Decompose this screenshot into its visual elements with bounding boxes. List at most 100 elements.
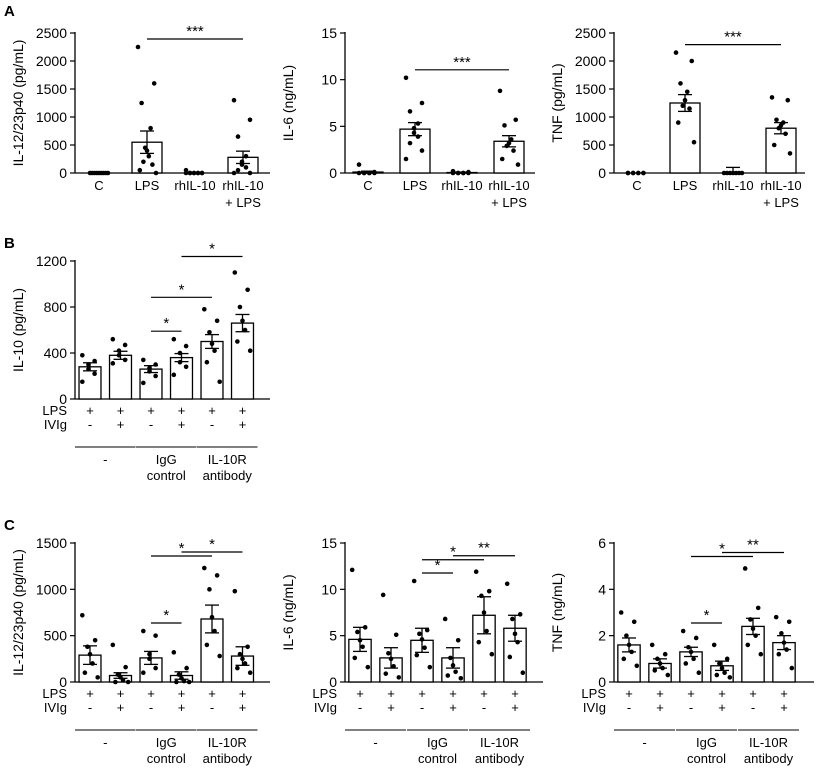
y-tick-label: 0	[598, 674, 606, 690]
data-point	[682, 97, 688, 103]
data-point	[719, 665, 725, 671]
data-point	[403, 156, 409, 162]
data-point	[629, 649, 634, 655]
data-point	[235, 665, 240, 671]
data-point	[458, 675, 464, 681]
data-point	[450, 663, 456, 668]
data-point	[94, 170, 100, 176]
y-tick-label: 800	[44, 299, 68, 315]
data-point	[415, 134, 421, 139]
data-point	[240, 656, 245, 662]
data-point	[774, 117, 779, 123]
data-point	[141, 159, 146, 165]
data-point	[687, 106, 692, 111]
data-point	[396, 675, 402, 680]
data-point	[683, 661, 689, 666]
data-point	[184, 665, 189, 671]
data-point	[181, 678, 187, 684]
y-tick-label: 2000	[36, 53, 67, 69]
group-label: -	[373, 735, 377, 750]
data-point	[82, 670, 88, 676]
data-point	[356, 170, 362, 176]
group-label: -	[103, 735, 107, 750]
data-point	[481, 610, 487, 615]
row-mark: +	[208, 403, 216, 418]
significance-label: *	[704, 607, 710, 624]
row-mark: +	[147, 403, 155, 418]
data-point	[141, 357, 146, 363]
category-label: rhIL-10	[488, 178, 529, 193]
significance-label: *	[450, 544, 456, 561]
data-point	[624, 633, 629, 638]
data-point	[680, 628, 686, 634]
data-point	[237, 304, 243, 310]
group-label: control	[418, 751, 457, 766]
row-mark: +	[387, 686, 395, 701]
data-point	[678, 81, 683, 86]
data-point	[232, 270, 238, 275]
data-point	[247, 170, 253, 176]
row-mark: +	[239, 403, 247, 418]
row-mark: +	[239, 700, 247, 715]
category-label: LPS	[135, 178, 160, 193]
data-point	[231, 97, 237, 103]
row-mark: +	[656, 700, 664, 715]
row-mark: -	[420, 700, 424, 715]
group-label: control	[147, 751, 186, 766]
significance-label: **	[747, 536, 759, 553]
data-point	[123, 664, 128, 670]
data-point	[372, 170, 377, 176]
row-mark: -	[482, 700, 486, 715]
significance-label: *	[179, 281, 185, 298]
data-point	[727, 675, 733, 680]
significance-label: **	[478, 540, 490, 557]
data-point	[191, 170, 197, 176]
data-point	[92, 358, 97, 364]
data-point	[773, 614, 779, 620]
data-point	[85, 644, 90, 650]
group-label: antibody	[203, 468, 253, 483]
category-label: rhIL-10	[222, 178, 263, 193]
y-tick-label: 400	[44, 345, 68, 361]
data-point	[231, 170, 237, 176]
data-point	[665, 672, 671, 678]
data-point	[511, 148, 516, 153]
data-point	[147, 656, 152, 662]
bar	[765, 127, 797, 174]
data-point	[360, 644, 365, 650]
data-point	[204, 359, 210, 365]
data-point	[171, 336, 177, 342]
data-point	[785, 97, 791, 103]
data-point	[403, 75, 409, 81]
y-tick-label: 1000	[36, 109, 67, 125]
data-point	[247, 117, 253, 123]
row-mark: +	[656, 686, 664, 701]
y-axis-label: TNF (pg/mL)	[549, 63, 565, 142]
row-mark: +	[449, 686, 457, 701]
data-point	[655, 656, 660, 662]
data-point	[366, 170, 372, 176]
row-mark: +	[418, 686, 426, 701]
data-point	[486, 588, 492, 594]
category-label: C	[632, 178, 641, 193]
data-point	[513, 117, 519, 123]
y-tick-label: 1500	[36, 535, 67, 551]
category-label: + LPS	[225, 195, 261, 210]
data-point	[195, 170, 201, 176]
significance-label: *	[163, 315, 169, 332]
y-tick-label: 5	[329, 118, 337, 134]
y-axis-label: TNF (ng/mL)	[549, 573, 565, 652]
data-point	[497, 88, 503, 94]
data-point	[745, 642, 751, 648]
data-point	[235, 339, 240, 344]
data-point	[235, 167, 241, 173]
data-point	[411, 125, 417, 131]
row-mark: -	[210, 417, 214, 432]
row-mark: +	[356, 686, 364, 701]
data-point	[422, 645, 427, 651]
data-point	[207, 330, 212, 335]
group-label: IL-10R	[749, 735, 788, 750]
